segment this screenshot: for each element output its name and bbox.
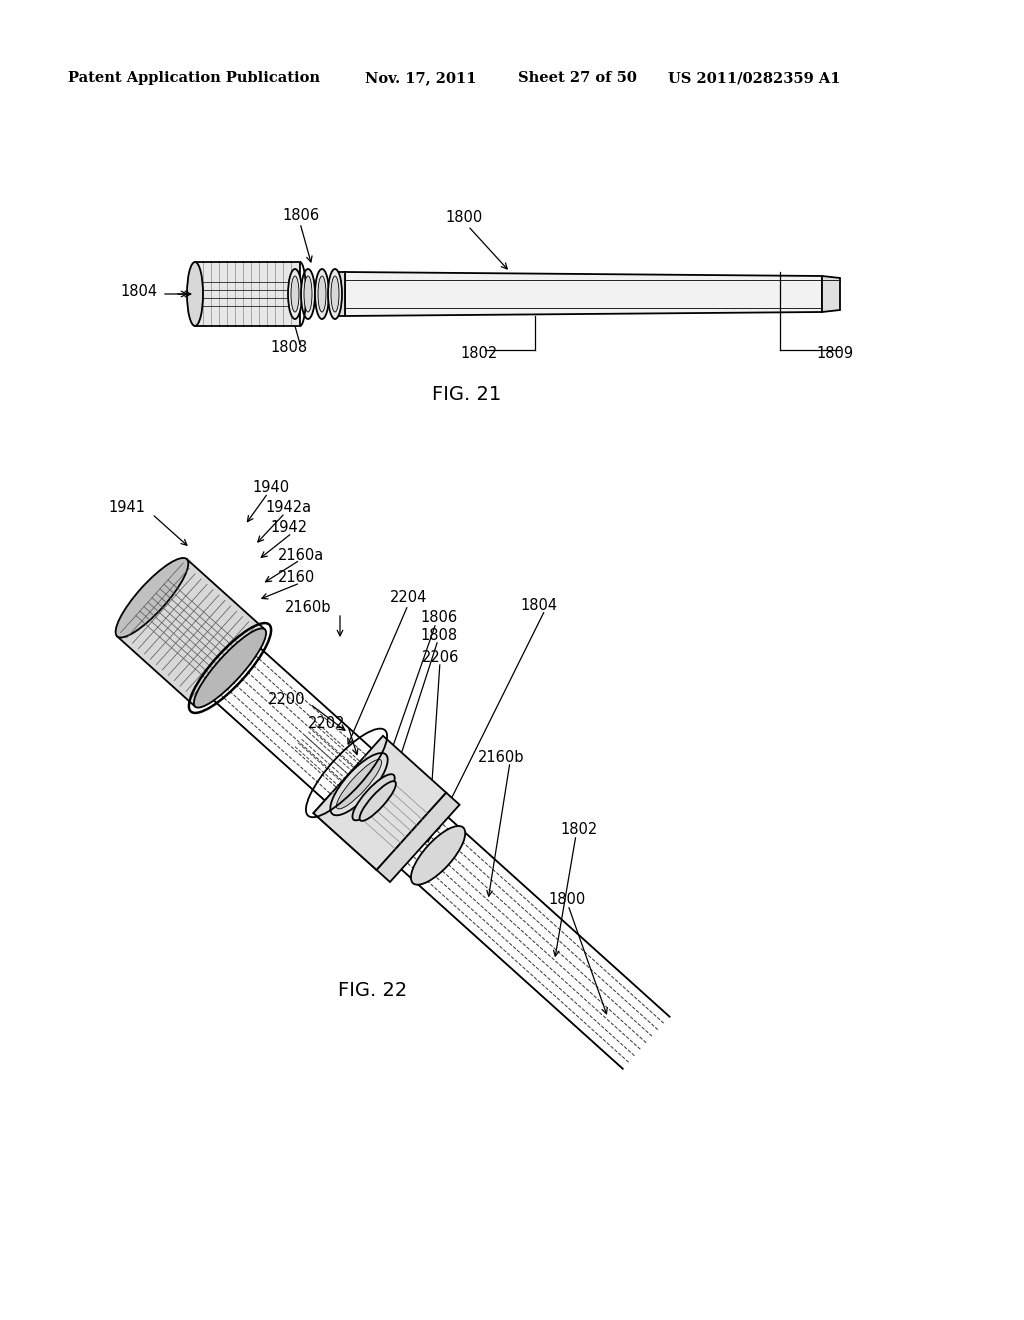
Text: 1942: 1942 xyxy=(270,520,307,536)
Ellipse shape xyxy=(291,276,299,312)
Text: 1802: 1802 xyxy=(460,346,498,360)
Polygon shape xyxy=(313,793,394,870)
Ellipse shape xyxy=(116,558,188,638)
Text: 1800: 1800 xyxy=(548,892,586,908)
Ellipse shape xyxy=(187,261,203,326)
Polygon shape xyxy=(337,272,345,315)
Text: 1809: 1809 xyxy=(816,346,853,362)
Text: 2204: 2204 xyxy=(390,590,427,606)
Text: 2160b: 2160b xyxy=(478,751,524,766)
Text: 1808: 1808 xyxy=(270,341,307,355)
Ellipse shape xyxy=(304,276,312,312)
Ellipse shape xyxy=(288,269,302,319)
Ellipse shape xyxy=(359,781,396,821)
Text: 1806: 1806 xyxy=(282,209,319,223)
Ellipse shape xyxy=(301,269,315,319)
Polygon shape xyxy=(377,793,460,882)
Ellipse shape xyxy=(337,759,382,809)
Text: FIG. 21: FIG. 21 xyxy=(432,385,502,404)
Text: Patent Application Publication: Patent Application Publication xyxy=(68,71,319,84)
Text: 1942a: 1942a xyxy=(265,500,311,516)
Text: US 2011/0282359 A1: US 2011/0282359 A1 xyxy=(668,71,841,84)
Text: 1806: 1806 xyxy=(420,610,457,626)
Text: 2160a: 2160a xyxy=(278,548,325,562)
Text: 2160: 2160 xyxy=(278,570,315,586)
Text: 2206: 2206 xyxy=(422,651,460,665)
Polygon shape xyxy=(117,560,265,706)
Text: 1804: 1804 xyxy=(120,284,157,298)
Text: 1802: 1802 xyxy=(560,822,597,837)
Text: FIG. 22: FIG. 22 xyxy=(338,981,408,999)
Ellipse shape xyxy=(194,628,266,708)
Ellipse shape xyxy=(315,269,329,319)
Text: 2202: 2202 xyxy=(308,717,345,731)
Polygon shape xyxy=(313,735,446,870)
Text: 1941: 1941 xyxy=(108,500,145,516)
Text: Sheet 27 of 50: Sheet 27 of 50 xyxy=(518,71,637,84)
Ellipse shape xyxy=(328,269,342,319)
Polygon shape xyxy=(195,261,300,326)
Ellipse shape xyxy=(318,276,326,312)
Ellipse shape xyxy=(331,276,339,312)
Ellipse shape xyxy=(331,752,388,816)
Text: 2160b: 2160b xyxy=(285,601,332,615)
Text: 2200: 2200 xyxy=(268,693,305,708)
Ellipse shape xyxy=(411,826,465,884)
Text: 1800: 1800 xyxy=(445,210,482,226)
Polygon shape xyxy=(345,272,822,315)
Text: 1808: 1808 xyxy=(420,627,457,643)
Polygon shape xyxy=(822,276,840,312)
Text: Nov. 17, 2011: Nov. 17, 2011 xyxy=(365,71,476,84)
Text: 1804: 1804 xyxy=(520,598,557,612)
Text: 1940: 1940 xyxy=(252,480,289,495)
Ellipse shape xyxy=(352,775,394,820)
